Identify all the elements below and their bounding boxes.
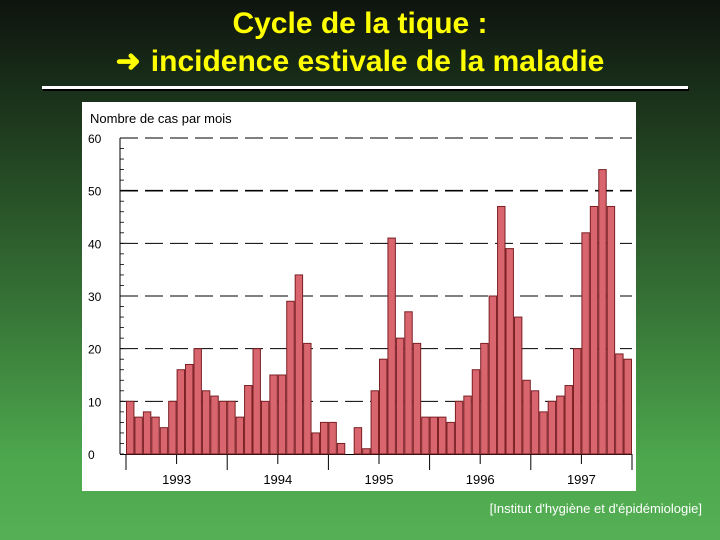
x-year-label: 1997 (567, 472, 596, 487)
y-tick-label: 30 (88, 290, 102, 304)
bar (260, 400, 270, 455)
y-tick-label: 20 (88, 343, 102, 357)
y-tick-label: 0 (88, 448, 95, 462)
bar (193, 348, 202, 455)
bar (269, 374, 278, 455)
bar (513, 316, 523, 455)
bar (126, 400, 135, 455)
bar (252, 348, 261, 455)
bar (142, 411, 152, 455)
chart-panel: 0 10 20 30 40 50 60 1993 1994 1995 1996 1997 Nombre … (82, 102, 636, 491)
bar (421, 416, 430, 455)
x-year-label: 1996 (466, 472, 495, 487)
bar (244, 385, 253, 455)
bar (176, 369, 186, 455)
bar (547, 400, 557, 455)
bar (606, 205, 616, 455)
bar (336, 442, 346, 455)
bar (387, 237, 396, 455)
bar (362, 448, 371, 455)
y-tick-label: 60 (88, 132, 102, 146)
x-year-label: 1994 (263, 472, 292, 487)
bar (564, 385, 573, 455)
labels: 0 10 20 30 40 50 60 1993 1994 1995 1996 1997 Nombre … (88, 111, 596, 487)
bar (581, 232, 590, 455)
bar (235, 416, 245, 455)
bar (539, 411, 548, 455)
bar (615, 353, 624, 455)
slide-title: Cycle de la tique : (232, 7, 488, 40)
bar (311, 432, 320, 455)
bars (126, 169, 632, 455)
bar (446, 421, 455, 455)
bar (497, 205, 506, 455)
bar (210, 395, 219, 455)
bar (201, 390, 211, 455)
bar (412, 342, 422, 455)
bar (328, 421, 337, 455)
bar (277, 374, 287, 455)
bar (379, 358, 388, 455)
bar (556, 395, 565, 455)
bar (319, 421, 329, 455)
bar (572, 348, 582, 455)
bar (438, 416, 447, 455)
bar (370, 390, 380, 455)
y-tick-label: 50 (88, 185, 102, 199)
bar (623, 358, 632, 455)
bar (303, 342, 312, 455)
bar (395, 337, 405, 455)
bar (463, 395, 472, 455)
bar (488, 295, 498, 455)
y-tick-label: 10 (88, 395, 102, 409)
bar (286, 300, 295, 455)
title-divider (42, 86, 688, 89)
bar (168, 400, 177, 455)
slide-subtitle-text: incidence estivale de la maladie (150, 45, 605, 78)
slide-subtitle: ➜ incidence estivale de la maladie (0, 45, 720, 79)
bar (134, 416, 143, 455)
source-citation: [Institut d'hygiène et d'épidémiologie] (489, 501, 702, 516)
bar (589, 205, 599, 455)
bar (454, 400, 464, 455)
bar (598, 169, 607, 455)
bar (480, 342, 489, 455)
bar (218, 400, 228, 455)
bar (530, 390, 540, 455)
bar (227, 400, 236, 455)
bar-chart: 0 10 20 30 40 50 60 1993 1994 1995 1996 1997 Nombre … (88, 111, 633, 487)
x-year-label: 1993 (162, 472, 191, 487)
bar (159, 427, 169, 455)
bar (294, 274, 304, 455)
right-arrow-icon: ➜ (115, 45, 141, 78)
y-tick-label: 40 (88, 237, 102, 251)
bar (505, 248, 514, 455)
bar (151, 416, 160, 455)
bar (353, 427, 363, 455)
x-year-label: 1995 (365, 472, 394, 487)
bar (404, 311, 413, 455)
bar (429, 416, 439, 455)
y-axis-label: Nombre de cas par mois (90, 111, 232, 126)
bar (471, 369, 481, 455)
bar (522, 379, 531, 455)
bar (185, 363, 194, 455)
